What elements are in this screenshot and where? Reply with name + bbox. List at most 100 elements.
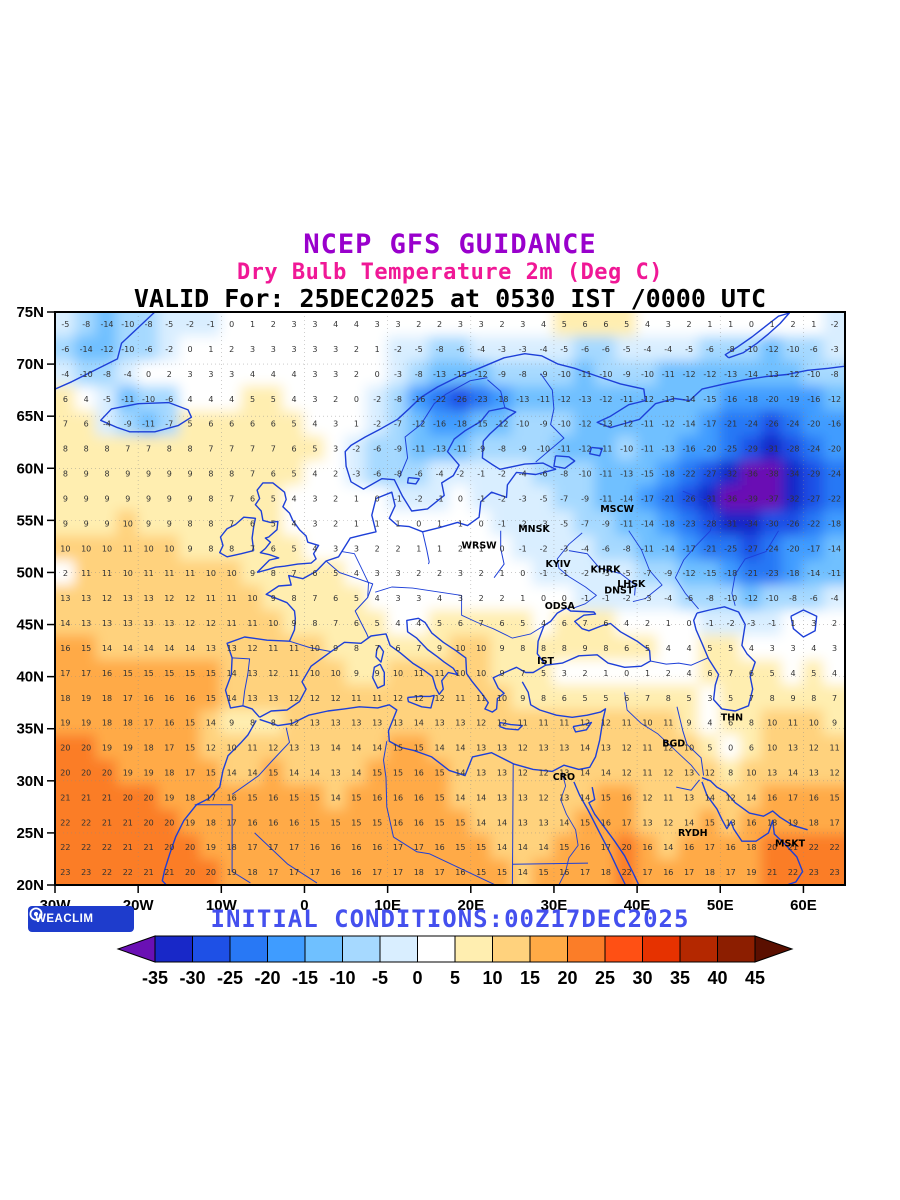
svg-text:-26: -26 <box>766 420 779 429</box>
svg-text:-5: -5 <box>103 395 111 404</box>
svg-text:2: 2 <box>416 569 421 578</box>
lat-axis-label: 60N <box>16 460 44 477</box>
svg-text:-34: -34 <box>786 470 799 479</box>
svg-text:9: 9 <box>146 470 151 479</box>
svg-text:21: 21 <box>788 843 798 852</box>
svg-text:17: 17 <box>123 694 133 703</box>
svg-text:-13: -13 <box>433 370 446 379</box>
svg-text:11: 11 <box>247 619 257 628</box>
svg-text:-4: -4 <box>519 470 527 479</box>
svg-text:-2: -2 <box>373 420 381 429</box>
svg-text:0: 0 <box>229 320 234 329</box>
svg-text:-8: -8 <box>415 370 423 379</box>
svg-text:5: 5 <box>707 744 712 753</box>
svg-text:16: 16 <box>310 843 320 852</box>
lat-axis-label: 70N <box>16 356 44 373</box>
colorbar-segment <box>529 935 568 963</box>
svg-text:7: 7 <box>229 519 234 528</box>
svg-text:14: 14 <box>144 644 154 653</box>
svg-text:13: 13 <box>435 719 445 728</box>
svg-text:7: 7 <box>146 445 151 454</box>
svg-text:15: 15 <box>206 694 216 703</box>
svg-text:7: 7 <box>520 669 525 678</box>
svg-text:-5: -5 <box>560 519 568 528</box>
svg-text:17: 17 <box>414 843 424 852</box>
svg-text:-14: -14 <box>745 370 758 379</box>
svg-text:-13: -13 <box>516 395 529 404</box>
svg-text:20: 20 <box>81 769 91 778</box>
svg-text:0: 0 <box>458 494 463 503</box>
svg-text:22: 22 <box>809 843 819 852</box>
lat-axis-label: 35N <box>16 721 44 738</box>
svg-text:-17: -17 <box>807 544 820 553</box>
svg-text:-11: -11 <box>142 420 155 429</box>
svg-text:16: 16 <box>351 868 361 877</box>
svg-text:-26: -26 <box>454 395 467 404</box>
svg-text:17: 17 <box>227 818 237 827</box>
svg-text:16: 16 <box>164 694 174 703</box>
svg-text:20: 20 <box>185 843 195 852</box>
svg-text:16: 16 <box>642 843 652 852</box>
svg-text:10: 10 <box>310 669 320 678</box>
svg-text:8: 8 <box>354 644 359 653</box>
svg-text:1: 1 <box>479 544 484 553</box>
svg-text:-6: -6 <box>145 345 153 354</box>
svg-text:22: 22 <box>60 818 70 827</box>
svg-text:-18: -18 <box>724 569 737 578</box>
svg-text:17: 17 <box>393 843 403 852</box>
colorbar-tick-label: 35 <box>670 968 690 988</box>
svg-text:6: 6 <box>624 644 629 653</box>
svg-text:-12: -12 <box>703 370 716 379</box>
svg-text:-12: -12 <box>662 420 675 429</box>
svg-text:11: 11 <box>81 569 91 578</box>
svg-text:15: 15 <box>289 793 299 802</box>
svg-text:19: 19 <box>788 818 798 827</box>
svg-text:9: 9 <box>687 719 692 728</box>
svg-text:17: 17 <box>289 843 299 852</box>
svg-text:3: 3 <box>312 370 317 379</box>
svg-text:-10: -10 <box>537 445 550 454</box>
svg-text:1: 1 <box>375 519 380 528</box>
svg-text:4: 4 <box>188 395 193 404</box>
svg-text:22: 22 <box>102 843 112 852</box>
svg-text:18: 18 <box>705 868 715 877</box>
svg-text:8: 8 <box>229 470 234 479</box>
svg-text:9: 9 <box>499 669 504 678</box>
svg-text:3: 3 <box>333 370 338 379</box>
logo-badge: WEACLIM <box>28 906 134 932</box>
svg-text:13: 13 <box>393 719 403 728</box>
svg-text:21: 21 <box>81 793 91 802</box>
colorbar-segment <box>229 935 268 963</box>
svg-text:16: 16 <box>559 868 569 877</box>
svg-text:3: 3 <box>375 320 380 329</box>
svg-text:0: 0 <box>520 569 525 578</box>
svg-text:-10: -10 <box>558 370 571 379</box>
svg-text:2: 2 <box>375 544 380 553</box>
svg-text:7: 7 <box>312 594 317 603</box>
svg-text:5: 5 <box>292 544 297 553</box>
svg-text:-21: -21 <box>724 420 737 429</box>
colorbar-left-arrow <box>116 935 156 963</box>
svg-text:-17: -17 <box>683 544 696 553</box>
svg-text:15: 15 <box>539 868 549 877</box>
svg-text:4: 4 <box>541 619 546 628</box>
svg-text:6: 6 <box>333 594 338 603</box>
svg-text:8: 8 <box>188 445 193 454</box>
svg-text:5: 5 <box>292 420 297 429</box>
svg-text:3: 3 <box>458 320 463 329</box>
svg-text:9: 9 <box>188 494 193 503</box>
svg-text:16: 16 <box>331 868 341 877</box>
svg-text:-3: -3 <box>644 594 652 603</box>
svg-text:13: 13 <box>497 769 507 778</box>
svg-text:0: 0 <box>624 669 629 678</box>
svg-text:22: 22 <box>60 843 70 852</box>
svg-text:11: 11 <box>206 594 216 603</box>
svg-text:-12: -12 <box>599 395 612 404</box>
svg-text:10: 10 <box>455 669 465 678</box>
svg-text:5: 5 <box>687 694 692 703</box>
svg-text:18: 18 <box>746 843 756 852</box>
svg-text:-6: -6 <box>415 470 423 479</box>
svg-text:-8: -8 <box>560 470 568 479</box>
svg-text:6: 6 <box>312 569 317 578</box>
